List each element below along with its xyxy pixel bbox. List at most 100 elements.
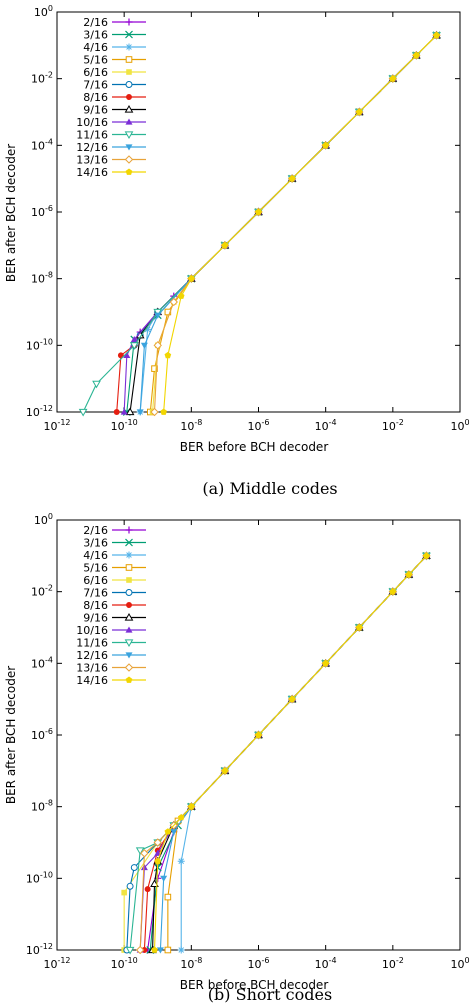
series-14-16 [151, 552, 430, 953]
y-tick-label: 10-10 [26, 337, 53, 352]
legend-entry: 14/16 [76, 674, 146, 687]
legend-label: 3/16 [83, 29, 108, 42]
series-line [163, 34, 437, 413]
x-tick-label: 10-6 [248, 418, 270, 433]
legend-label: 6/16 [83, 66, 108, 79]
series-5-16 [164, 552, 430, 954]
y-tick-label: 100 [34, 512, 53, 527]
legend-label: 2/16 [83, 16, 108, 29]
legend-entry: 7/16 [83, 79, 146, 92]
legend-entry: 7/16 [83, 587, 146, 600]
legend-label: 7/16 [83, 79, 108, 92]
series-line [139, 555, 427, 951]
data-point [433, 31, 440, 39]
legend-entry: 4/16 [83, 549, 146, 562]
data-point [170, 829, 178, 836]
data-point [144, 886, 151, 893]
legend-marker [126, 94, 132, 100]
data-point [169, 297, 178, 307]
series-line [123, 555, 427, 950]
legend-label: 12/16 [76, 141, 108, 154]
chart-panel-middle-codes: (a) Middle codes BER before BCH decoder … [4, 4, 470, 498]
x-tick-label: 10-4 [315, 418, 337, 433]
data-point [153, 341, 162, 350]
series-line [153, 555, 427, 951]
data-point [177, 292, 185, 299]
data-point [150, 407, 159, 417]
data-point [151, 365, 158, 372]
legend-entry: 13/16 [76, 662, 146, 675]
series-line [167, 555, 427, 950]
legend-marker [124, 131, 134, 140]
legend-marker [125, 144, 133, 151]
series-11-16 [78, 32, 441, 417]
legend-label: 8/16 [83, 599, 108, 612]
series-line [139, 555, 427, 951]
series-line [149, 34, 437, 413]
data-point [255, 731, 262, 738]
legend-entry: 5/16 [83, 54, 146, 67]
x-tick-label: 10-6 [248, 956, 270, 971]
legend-label: 6/16 [83, 574, 108, 587]
legend-marker [125, 626, 133, 633]
series-11-16 [125, 552, 431, 955]
x-tick-label: 10-10 [111, 956, 138, 971]
data-point [164, 308, 172, 316]
series-line [82, 34, 437, 413]
legend-entry: 2/16 [83, 16, 146, 29]
legend-entry: 6/16 [83, 66, 146, 79]
data-point [123, 351, 131, 358]
series-13-16 [150, 31, 441, 417]
legend-entry: 3/16 [83, 537, 146, 550]
legend-entry: 5/16 [83, 562, 146, 575]
data-point [135, 945, 145, 955]
data-point [125, 946, 135, 955]
legend-entry: 9/16 [83, 104, 146, 117]
data-point [113, 409, 120, 415]
legend-label: 3/16 [83, 537, 108, 550]
data-point [389, 588, 397, 595]
data-point [150, 879, 159, 888]
legend-label: 13/16 [76, 154, 108, 167]
legend-entry: 9/16 [83, 612, 146, 625]
series-line [143, 555, 427, 951]
legend-entry: 12/16 [76, 141, 146, 154]
data-point [136, 409, 144, 416]
series-line [159, 555, 427, 951]
series-3-16 [122, 31, 441, 416]
y-tick-label: 10-6 [31, 727, 53, 742]
series-6-16 [121, 553, 430, 953]
series-8-16 [113, 32, 440, 415]
legend-marker [124, 155, 134, 164]
legend-entry: 12/16 [76, 649, 146, 662]
legend-entry: 10/16 [76, 116, 146, 129]
legend-marker [125, 56, 133, 63]
legend-entry: 11/16 [76, 637, 146, 650]
chart-panel-short-codes: (b) Short codes BER before BCH decoder B… [4, 512, 470, 1004]
series-line [126, 34, 437, 413]
legend: 2/163/164/165/166/167/168/169/1610/1611/… [76, 16, 146, 179]
data-point [405, 571, 413, 578]
legend-label: 10/16 [76, 116, 108, 129]
caption-middle-codes: (a) Middle codes [202, 479, 337, 498]
data-point [221, 241, 229, 249]
y-tick-label: 10-8 [31, 799, 53, 814]
legend-label: 4/16 [83, 41, 108, 54]
series-line [152, 555, 427, 951]
data-point [288, 695, 296, 702]
data-point [288, 175, 296, 182]
data-point [154, 857, 162, 865]
series-7-16 [123, 552, 430, 954]
x-tick-label: 10-4 [315, 956, 337, 971]
data-point [423, 552, 430, 559]
legend-entry: 4/16 [83, 41, 146, 54]
legend-label: 13/16 [76, 662, 108, 675]
series-line [152, 34, 437, 413]
y-tick-label: 10-10 [26, 870, 53, 885]
y-tick-label: 10-4 [31, 655, 53, 670]
legend-marker [125, 18, 133, 26]
y-tick-label: 10-2 [31, 71, 53, 86]
y-tick-label: 10-6 [31, 204, 53, 219]
x-axis-label: BER before BCH decoder [180, 440, 329, 454]
legend-entry: 8/16 [83, 599, 146, 612]
